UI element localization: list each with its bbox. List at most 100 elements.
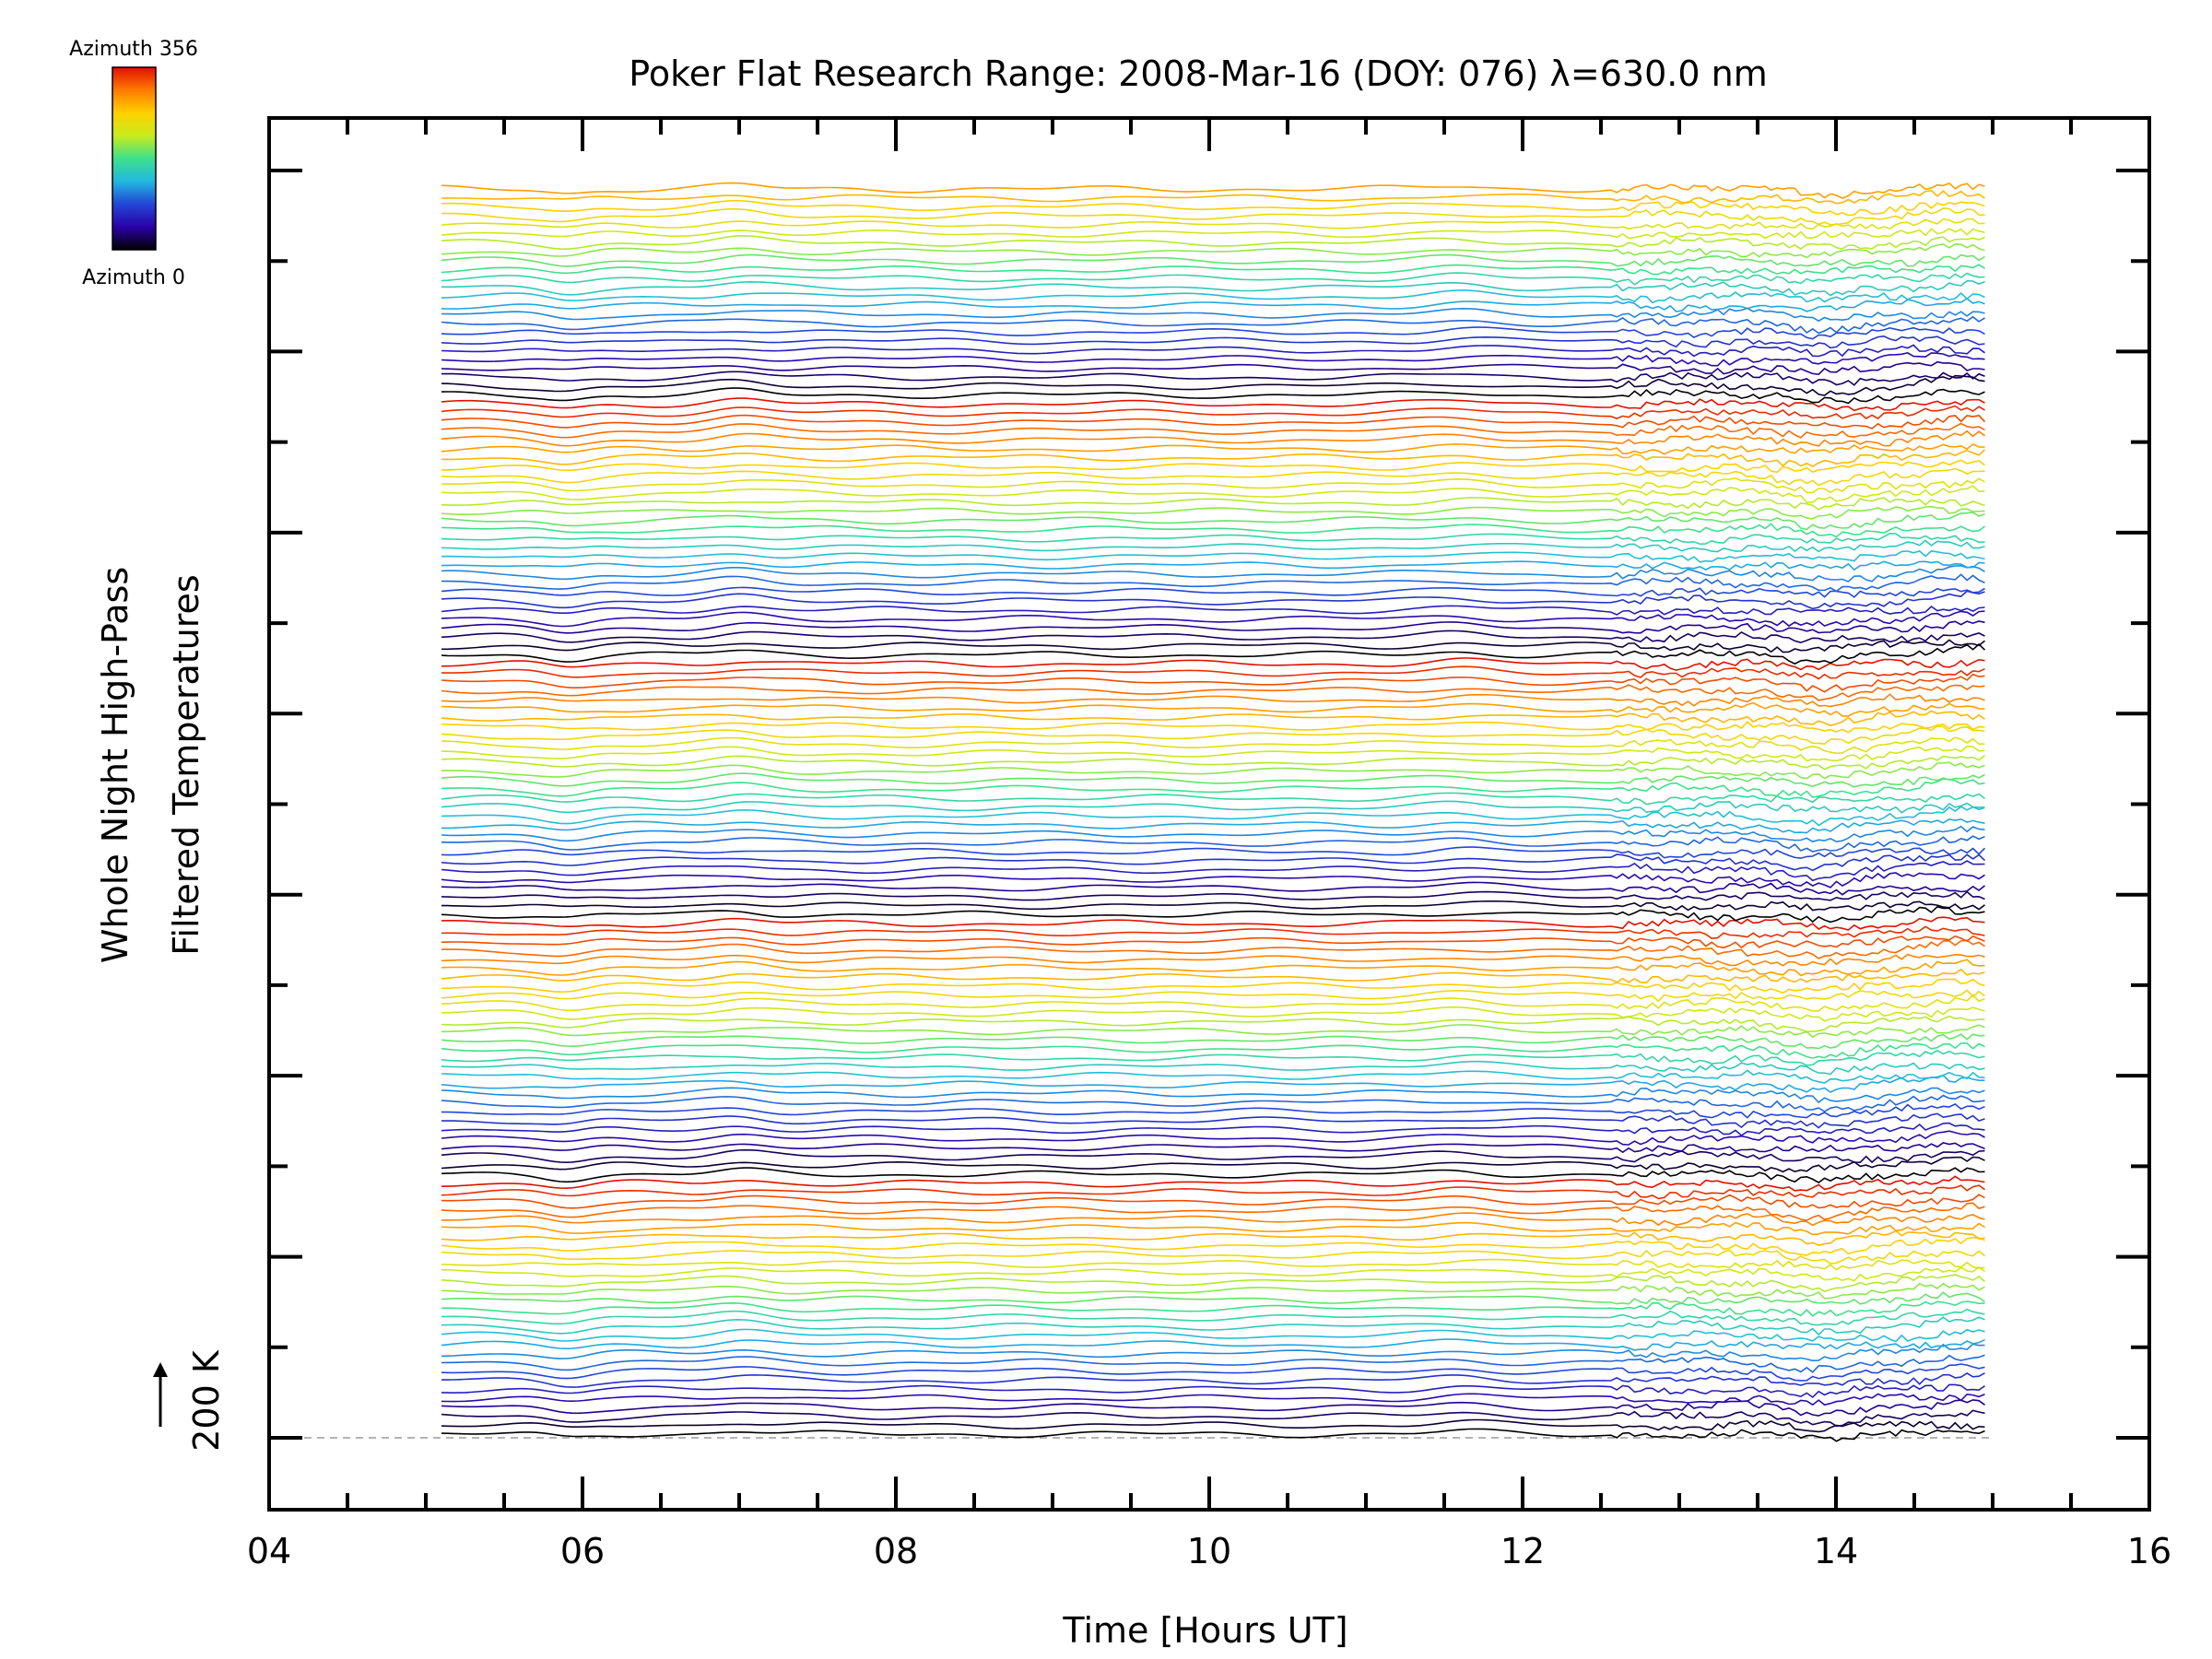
temperature-trace xyxy=(441,1112,1985,1129)
temperature-trace xyxy=(441,989,1985,1003)
traces xyxy=(441,182,1986,1442)
x-tick-label: 12 xyxy=(1500,1531,1545,1571)
x-tick-labels: 04 06 08 10 12 14 16 xyxy=(247,1531,2171,1571)
temperature-trace xyxy=(441,1122,1985,1137)
temperature-trace xyxy=(441,573,1985,593)
temperature-trace xyxy=(441,1291,1985,1305)
temperature-trace xyxy=(441,1087,1985,1104)
temperature-trace xyxy=(441,890,1985,901)
temperature-trace xyxy=(441,1069,1985,1084)
temperature-trace xyxy=(441,1300,1985,1317)
scale-label: 200 K xyxy=(186,1349,227,1452)
temperature-trace xyxy=(441,720,1985,734)
temperature-trace xyxy=(441,1418,1985,1433)
temperature-trace xyxy=(441,1383,1985,1399)
temperature-trace xyxy=(441,1130,1985,1146)
temperature-trace xyxy=(441,978,1985,994)
temperature-trace xyxy=(441,1148,1985,1164)
temperature-trace xyxy=(441,272,1985,286)
temperature-trace xyxy=(441,1338,1985,1351)
temperature-trace xyxy=(441,881,1985,896)
temperature-trace xyxy=(441,253,1985,267)
temperature-trace xyxy=(441,1156,1985,1173)
temperature-trace xyxy=(441,935,1985,949)
temperature-trace xyxy=(441,590,1985,610)
colorbar xyxy=(112,66,157,251)
temperature-trace xyxy=(441,1343,1985,1362)
temperature-trace xyxy=(441,242,1985,259)
temperature-trace xyxy=(441,1102,1985,1119)
y-axis-label-line1: Whole Night High-Pass xyxy=(95,567,135,963)
temperature-trace xyxy=(441,1308,1985,1326)
temperature-trace xyxy=(441,279,1985,297)
temperature-trace xyxy=(441,1142,1985,1154)
temperature-trace xyxy=(441,806,1985,827)
temperature-trace xyxy=(441,1399,1985,1417)
temperature-trace xyxy=(441,560,1985,571)
temperature-trace xyxy=(441,872,1985,888)
axis-ticks xyxy=(267,118,2151,1510)
temperature-trace xyxy=(441,335,1985,349)
temperature-trace xyxy=(441,189,1985,205)
temperature-trace xyxy=(441,1282,1985,1300)
x-tick-label: 16 xyxy=(2127,1531,2171,1571)
temperature-trace xyxy=(441,629,1985,644)
temperature-trace xyxy=(441,1094,1985,1112)
temperature-trace xyxy=(441,925,1985,940)
temperature-trace xyxy=(441,792,1985,806)
colorbar-legend: Azimuth 356 Azimuth 0 xyxy=(69,38,198,289)
temperature-trace xyxy=(441,307,1985,323)
temperature-trace xyxy=(441,657,1985,671)
temperature-trace xyxy=(441,467,1985,487)
temperature-trace xyxy=(441,459,1985,474)
temperature-trace xyxy=(441,1049,1985,1066)
temperature-trace xyxy=(441,1042,1985,1059)
temperature-trace xyxy=(441,505,1985,520)
temperature-trace xyxy=(441,1074,1985,1093)
temperature-trace xyxy=(441,199,1985,217)
temperature-trace xyxy=(441,1316,1985,1336)
temperature-trace xyxy=(441,835,1985,853)
temperature-trace xyxy=(441,665,1985,680)
temperature-trace xyxy=(441,1175,1985,1192)
temperature-trace xyxy=(441,228,1985,240)
temperature-trace xyxy=(441,1265,1985,1282)
temperature-trace xyxy=(441,860,1985,882)
temperature-trace xyxy=(441,477,1985,494)
scale-indicator: 200 K xyxy=(153,1349,227,1452)
temperature-trace xyxy=(441,1363,1985,1382)
temperature-trace xyxy=(441,326,1985,340)
temperature-trace xyxy=(441,825,1985,843)
temperature-trace xyxy=(441,1354,1985,1373)
temperature-trace xyxy=(441,234,1985,251)
temperature-trace xyxy=(441,1249,1986,1265)
temperature-trace xyxy=(441,1167,1985,1184)
temperature-trace xyxy=(441,289,1985,304)
x-tick-label: 10 xyxy=(1187,1531,1231,1571)
temperature-trace xyxy=(441,818,1985,834)
temperature-trace xyxy=(441,344,1985,358)
temperature-trace xyxy=(441,298,1985,312)
temperature-trace xyxy=(441,968,1985,984)
temperature-trace xyxy=(441,1212,1985,1227)
temperature-trace xyxy=(441,523,1985,538)
temperature-trace xyxy=(441,218,1985,230)
temperature-trace xyxy=(441,429,1985,447)
temperature-trace xyxy=(441,673,1985,693)
temperature-trace xyxy=(441,1274,1986,1293)
temperature-trace xyxy=(441,853,1986,872)
temperature-trace xyxy=(441,772,1985,788)
temperature-trace xyxy=(441,564,1985,583)
temperature-trace xyxy=(441,725,1985,746)
temperature-trace xyxy=(441,315,1985,335)
temperature-trace xyxy=(441,620,1985,634)
temperature-trace xyxy=(441,360,1985,376)
temperature-trace xyxy=(441,1202,1985,1221)
temperature-trace xyxy=(441,846,1986,859)
temperature-trace xyxy=(441,374,1985,396)
temperature-trace xyxy=(441,778,1985,798)
temperature-trace xyxy=(441,939,1985,959)
temperature-trace xyxy=(441,539,1985,553)
chart-title: Poker Flat Research Range: 2008-Mar-16 (… xyxy=(629,53,1767,94)
